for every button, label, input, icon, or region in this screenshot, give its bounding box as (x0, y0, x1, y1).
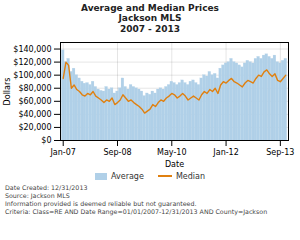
html-text:Median: Median (175, 171, 205, 181)
svg-text:$20,000: $20,000 (18, 123, 51, 132)
svg-text:Sep-13: Sep-13 (266, 148, 294, 157)
html-text:Average and Median Prices Jack: Average and Median Prices Jackson MLS 20… (81, 3, 219, 34)
svg-text:$60,000: $60,000 (18, 97, 51, 106)
html-text:Information provided is deemed: Information provided is deemed reliable … (5, 199, 197, 207)
svg-text:Jan-07: Jan-07 (50, 148, 76, 157)
svg-text:$40,000: $40,000 (18, 110, 51, 119)
svg-text:Date: Date (165, 160, 184, 169)
svg-text:$80,000: $80,000 (18, 84, 51, 93)
html-text:Criteria: Class=RE AND Date Ra: Criteria: Class=RE AND Date Range=01/01/… (5, 207, 268, 215)
svg-text:$140,000: $140,000 (13, 45, 51, 54)
svg-text:May-10: May-10 (157, 148, 186, 157)
svg-text:Sep-08: Sep-08 (103, 148, 131, 157)
svg-text:$0: $0 (41, 136, 51, 145)
svg-text:$120,000: $120,000 (13, 58, 51, 67)
html-text:Average: Average (111, 171, 144, 181)
html-text:Date Created: 12/31/2013: Date Created: 12/31/2013 (5, 184, 88, 191)
html-text:Source: Jackson MLS: Source: Jackson MLS (5, 191, 70, 199)
svg-text:Jan-12: Jan-12 (212, 148, 238, 157)
svg-text:Dollars: Dollars (3, 78, 12, 106)
svg-text:$100,000: $100,000 (13, 71, 51, 80)
